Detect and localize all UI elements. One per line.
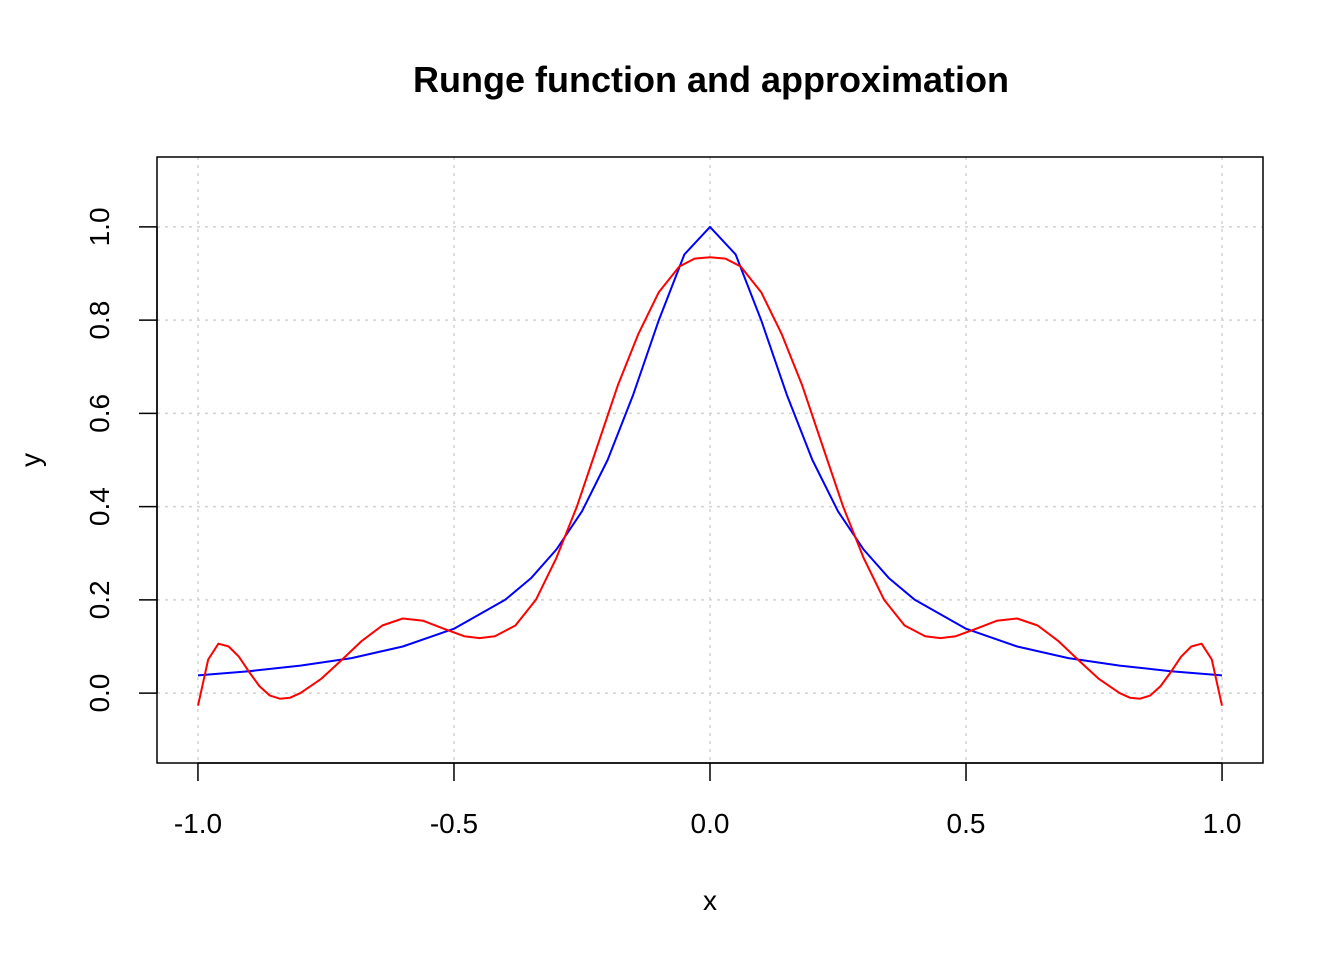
x-tick-label: 1.0	[1203, 808, 1242, 839]
y-tick-label: 0.4	[84, 487, 115, 526]
chart-title: Runge function and approximation	[413, 59, 1009, 100]
y-tick-label: 1.0	[84, 207, 115, 246]
series-line-red	[197, 256, 1223, 706]
x-tick-label: -1.0	[174, 808, 222, 839]
x-tick-label: 0.5	[947, 808, 986, 839]
x-axis-label: x	[703, 885, 717, 916]
y-axis: 0.0 0.2 0.4 0.6 0.8 1.0	[84, 207, 158, 713]
grid	[157, 157, 1263, 763]
x-axis: -1.0 -0.5 0.0 0.5 1.0	[174, 762, 1242, 839]
x-tick-label: -0.5	[430, 808, 478, 839]
y-tick-label: 0.0	[84, 674, 115, 713]
y-tick-label: 0.8	[84, 301, 115, 340]
series-line-blue	[197, 225, 1223, 677]
series-layer	[197, 225, 1223, 706]
x-tick-label: 0.0	[691, 808, 730, 839]
y-axis-label: y	[15, 453, 46, 467]
y-tick-label: 0.2	[84, 580, 115, 619]
y-tick-label: 0.6	[84, 394, 115, 433]
